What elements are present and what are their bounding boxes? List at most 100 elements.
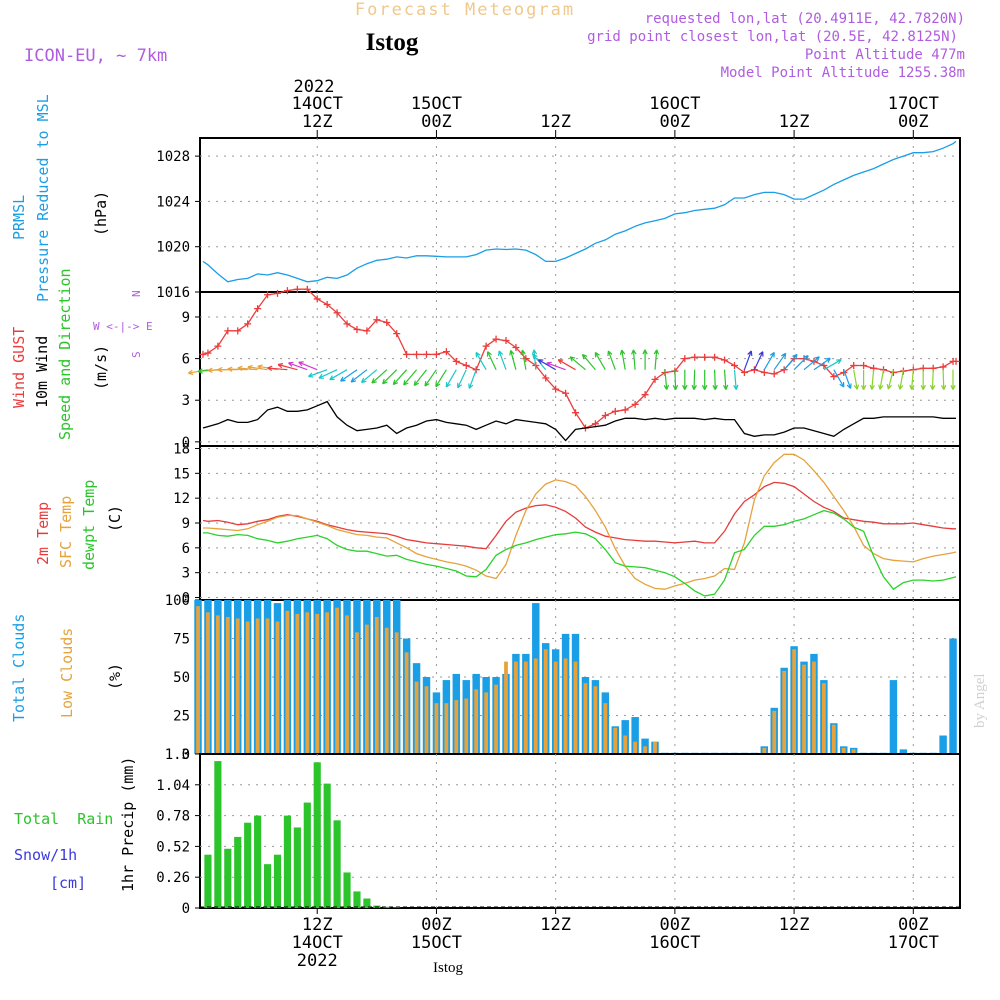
bottom-date-label: 16OCT	[649, 933, 700, 953]
wind-arrow	[403, 369, 418, 386]
wind-arrow	[886, 369, 894, 390]
wind-arrow	[803, 356, 820, 371]
wind-arrow	[813, 357, 831, 371]
rain-bar	[393, 907, 401, 909]
gust-marker	[423, 350, 431, 358]
y-tick-label: 18	[173, 441, 190, 457]
gust-marker	[850, 362, 858, 370]
gust-marker	[939, 363, 947, 371]
wind-arrow	[743, 350, 753, 370]
wind-arrow	[435, 369, 447, 388]
temperature-side-labels: 2m Temp SFC Temp dewpt Temp (C)	[34, 480, 124, 570]
wind-arrow	[475, 351, 487, 371]
wind-arrow	[853, 369, 860, 390]
wind-arrow	[691, 369, 697, 390]
total-cloud-bar	[631, 717, 639, 754]
series-line-wind-gust	[202, 288, 956, 429]
wind-arrow	[382, 369, 398, 385]
low-cloud-bar	[355, 632, 359, 754]
gust-marker	[393, 330, 401, 338]
low-cloud-bar	[504, 661, 508, 754]
gust-marker	[701, 353, 709, 361]
wind-arrow	[520, 349, 527, 370]
y-tick-label: 75	[173, 632, 190, 648]
rain-bar	[313, 762, 321, 908]
low-cloud-bar	[315, 613, 320, 754]
wind-arrow	[247, 364, 268, 371]
rain-bar	[383, 906, 391, 908]
gust-marker	[750, 366, 758, 374]
gust-marker	[244, 320, 252, 328]
wind-arrow	[288, 361, 308, 371]
low-cloud-bar	[424, 686, 429, 754]
low-cloud-bar	[484, 692, 489, 754]
low-cloud-bar	[494, 684, 498, 754]
total-cloud-bar	[939, 735, 947, 754]
gust-marker	[343, 320, 351, 328]
gust-marker	[442, 348, 450, 356]
total-cloud-bar	[889, 680, 898, 754]
low-cloud-bar	[623, 735, 628, 754]
low-cloud-bar	[255, 618, 260, 754]
snow-label: Snow/1h	[14, 846, 77, 864]
bottom-date-label: 17OCT	[888, 933, 939, 953]
y-tick-label: 0	[182, 747, 190, 763]
low-cloud-bar	[851, 749, 856, 754]
wind-arrow	[392, 369, 408, 386]
total-rain-label: Total Rain	[14, 810, 113, 828]
gust-marker	[432, 350, 440, 358]
gust-marker	[860, 362, 868, 370]
gust-marker	[363, 327, 371, 335]
y-tick-label: 0	[182, 435, 190, 451]
rain-bar	[283, 815, 292, 908]
wind-arrow	[631, 349, 637, 370]
gust-marker	[413, 350, 421, 358]
wind-arrow	[329, 369, 348, 381]
wind-arrow	[237, 365, 258, 372]
gust-marker	[512, 343, 520, 351]
top-date-label: 15OCT	[411, 94, 462, 114]
gust-marker	[601, 411, 609, 419]
gust-marker	[631, 400, 639, 408]
gust-marker	[403, 350, 411, 358]
rain-bar	[224, 848, 232, 908]
low-cloud-bar	[275, 621, 280, 754]
pressure-panel: 1016 1020 1024 1028	[156, 137, 961, 301]
wind-arrow	[909, 369, 915, 390]
rain-bar	[293, 827, 301, 908]
y-tick-label: 1024	[156, 194, 190, 210]
low-cloud-bar	[454, 700, 459, 754]
gust-marker	[199, 350, 207, 358]
wind-arrow	[298, 361, 318, 371]
wind-arrow	[783, 353, 798, 371]
wind-arrow	[712, 369, 718, 390]
wind-unit-label: (m/s)	[92, 345, 110, 390]
gust-marker	[452, 357, 460, 365]
prmsl-label: PRMSL	[10, 195, 28, 240]
gust-marker	[462, 362, 470, 370]
model-point-altitude: Model Point Altitude 1255.38m	[721, 65, 965, 81]
low-cloud-bar	[523, 661, 528, 754]
gust-marker	[323, 300, 331, 308]
bottom-hour-label: 12Z	[302, 915, 333, 935]
top-hour-label: 00Z	[421, 112, 452, 132]
low-cloud-bar	[772, 710, 777, 754]
y-tick-label: 0.26	[156, 870, 190, 886]
gust-marker	[760, 368, 768, 376]
low-cloud-bar	[206, 612, 210, 754]
wind-arrow	[773, 352, 787, 371]
gust-marker	[721, 356, 729, 364]
low-cloud-bar	[235, 618, 240, 754]
top-date-label: 16OCT	[649, 94, 700, 114]
low-cloud-bar	[613, 727, 618, 754]
low-cloud-bar	[563, 658, 568, 754]
gust-marker	[234, 327, 242, 335]
gust-marker	[691, 353, 699, 361]
wind-arrow	[307, 369, 328, 378]
low-cloud-bar	[464, 698, 469, 754]
y-tick-label: 1016	[156, 285, 190, 301]
y-tick-label: 3	[182, 393, 190, 409]
gust-marker	[214, 342, 222, 350]
series-line-dewpt-temp	[203, 509, 957, 597]
